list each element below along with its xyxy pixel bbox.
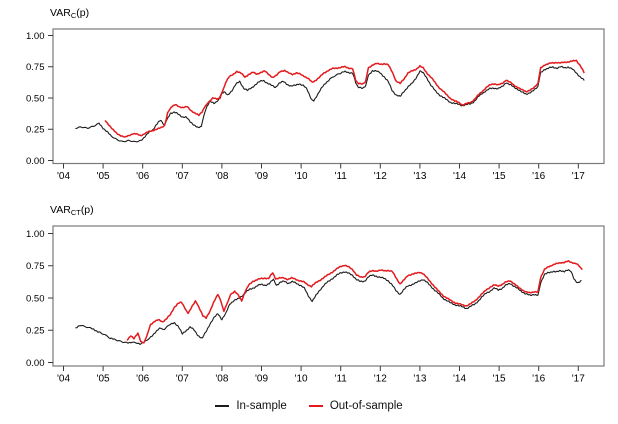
panel-0: 0.00 0.25 0.50 0.75 1.00 '04 '05 '06 '07 '08 '09 '1…	[26, 28, 605, 182]
chart-legend: In-sample Out-of-sample	[0, 400, 618, 412]
panel-title-suffix: (p)	[76, 7, 90, 19]
x-tick-label: '17	[572, 374, 585, 385]
out-of-sample-line-swatch	[308, 405, 323, 407]
y-tick-label: 0.25	[26, 125, 45, 136]
x-tick-label: '12	[374, 374, 387, 385]
x-tick-label: '16	[532, 171, 545, 182]
x-tick-label: '07	[176, 374, 189, 385]
x-tick-label: '09	[255, 171, 268, 182]
x-tick-label: '08	[215, 171, 228, 182]
x-tick-label: '04	[57, 374, 70, 385]
legend-item-out-of-sample: Out-of-sample	[308, 400, 403, 412]
x-tick-label: '17	[572, 171, 585, 182]
out-of-sample-line	[126, 259, 583, 344]
x-tick-label: '14	[453, 171, 466, 182]
x-tick-label: '11	[335, 374, 348, 385]
y-tick-label: 1.00	[26, 31, 45, 42]
x-tick-label: '15	[493, 171, 506, 182]
panel-title-var-c: VARC(p)	[50, 7, 89, 20]
x-tick-label: '14	[453, 374, 466, 385]
x-tick-label: '08	[215, 374, 228, 385]
panel-title-suffix: (p)	[80, 204, 94, 216]
plot-frame	[52, 225, 605, 367]
panel-1: 0.00 0.25 0.50 0.75 1.00 '04 '05 '06 '07 '08 '09 '1…	[26, 225, 605, 385]
x-tick-label: '16	[532, 374, 545, 385]
x-tick-label: '12	[374, 171, 387, 182]
y-tick-label: 0.50	[26, 93, 45, 104]
in-sample-line-swatch	[215, 405, 230, 407]
panel-title-base: VAR	[50, 7, 71, 19]
legend-item-in-sample: In-sample	[215, 400, 287, 412]
y-tick-label: 0.50	[26, 293, 45, 304]
in-sample-line	[75, 269, 582, 345]
x-tick-label: '05	[97, 374, 110, 385]
x-tick-label: '09	[255, 374, 268, 385]
x-tick-label: '07	[176, 171, 189, 182]
y-tick-label: 1.00	[26, 229, 45, 240]
x-tick-label: '04	[57, 171, 70, 182]
plot-frame	[52, 28, 605, 165]
y-tick-label: 0.75	[26, 261, 45, 272]
panel-title-var-ct: VARCT(p)	[50, 204, 94, 217]
y-tick-label: 0.25	[26, 326, 45, 337]
x-tick-label: '13	[413, 171, 426, 182]
x-tick-label: '11	[335, 171, 348, 182]
in-sample-line	[75, 65, 585, 143]
legend-label-out-of-sample: Out-of-sample	[329, 400, 403, 412]
panel-title-subscript: CT	[70, 208, 81, 217]
y-tick-label: 0.00	[26, 156, 45, 167]
x-tick-label: '10	[295, 374, 308, 385]
y-tick-label: 0.00	[26, 358, 45, 369]
panel-title-subscript: C	[70, 11, 77, 20]
out-of-sample-line	[104, 59, 585, 138]
y-tick-label: 0.75	[26, 62, 45, 73]
x-tick-label: '15	[493, 374, 506, 385]
x-tick-label: '13	[413, 374, 426, 385]
x-tick-label: '10	[295, 171, 308, 182]
x-tick-label: '06	[136, 374, 149, 385]
legend-label-in-sample: In-sample	[236, 400, 287, 412]
panel-title-base: VAR	[50, 204, 71, 216]
x-tick-label: '06	[136, 171, 149, 182]
x-tick-label: '05	[97, 171, 110, 182]
